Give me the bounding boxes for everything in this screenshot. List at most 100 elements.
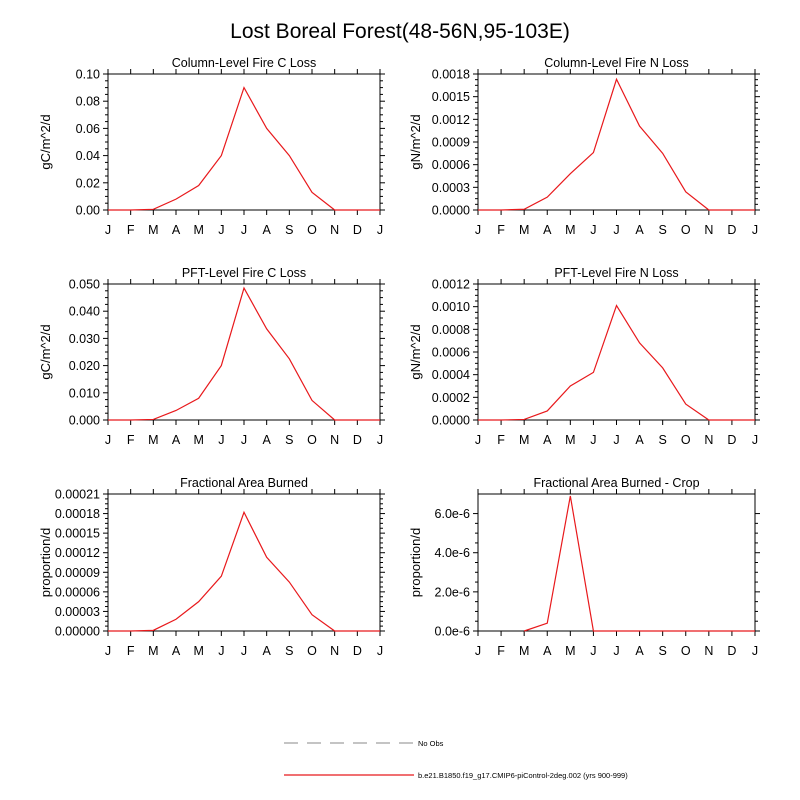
x-tick-label: O — [307, 223, 317, 237]
y-axis-label: gN/m^2/d — [408, 114, 423, 169]
x-tick-label: J — [105, 644, 111, 658]
y-tick-label: 0.020 — [69, 359, 100, 373]
panel-title: Column-Level Fire C Loss — [172, 56, 317, 70]
x-tick-label: J — [475, 644, 481, 658]
x-tick-label: M — [565, 644, 575, 658]
x-tick-label: D — [353, 223, 362, 237]
x-tick-label: N — [704, 433, 713, 447]
panel-title: PFT-Level Fire C Loss — [182, 266, 306, 280]
x-tick-label: S — [285, 644, 293, 658]
y-tick-label: 0.04 — [76, 149, 100, 163]
panel-title: Fractional Area Burned - Crop — [533, 476, 699, 490]
x-tick-label: N — [704, 644, 713, 658]
panel-title: PFT-Level Fire N Loss — [554, 266, 678, 280]
y-axis-label: gC/m^2/d — [38, 324, 53, 379]
x-tick-label: O — [307, 644, 317, 658]
x-tick-label: A — [635, 644, 644, 658]
y-tick-label: 0.000 — [69, 414, 100, 428]
x-tick-label: F — [497, 223, 505, 237]
x-tick-label: A — [635, 223, 644, 237]
x-tick-label: S — [285, 223, 293, 237]
x-tick-label: F — [127, 644, 135, 658]
x-tick-label: F — [127, 223, 135, 237]
x-tick-label: J — [752, 433, 758, 447]
x-tick-label: M — [193, 223, 203, 237]
figure-title: Lost Boreal Forest(48-56N,95-103E) — [230, 20, 570, 43]
x-tick-label: D — [353, 433, 362, 447]
y-axis-label: gC/m^2/d — [38, 114, 53, 169]
x-tick-label: D — [353, 644, 362, 658]
x-tick-label: J — [590, 644, 596, 658]
y-tick-label: 0.0009 — [432, 136, 470, 150]
y-tick-label: 0.050 — [69, 278, 100, 292]
y-tick-label: 0.10 — [76, 68, 100, 82]
y-tick-label: 0.06 — [76, 122, 100, 136]
x-tick-label: J — [218, 433, 224, 447]
x-tick-label: O — [307, 433, 317, 447]
x-tick-label: M — [193, 433, 203, 447]
x-tick-label: N — [330, 223, 339, 237]
plot-frame — [477, 73, 756, 211]
x-tick-label: S — [658, 223, 666, 237]
y-tick-label: 0.00021 — [55, 488, 100, 502]
x-tick-label: J — [105, 433, 111, 447]
y-tick-label: 0.00015 — [55, 527, 100, 541]
x-tick-label: N — [330, 433, 339, 447]
x-tick-label: A — [262, 433, 271, 447]
chart-panel: Fractional Area Burnedproportion/d0.0000… — [38, 476, 385, 658]
panel-title: Column-Level Fire N Loss — [544, 56, 689, 70]
y-tick-label: 0.0006 — [432, 346, 470, 360]
series-line — [108, 510, 380, 632]
legend-label: b.e21.B1850.f19_g17.CMIP6-piControl-2deg… — [418, 771, 628, 780]
x-tick-label: J — [218, 644, 224, 658]
x-tick-label: A — [635, 433, 644, 447]
x-tick-label: A — [543, 223, 552, 237]
x-tick-label: J — [377, 223, 383, 237]
x-tick-label: J — [218, 223, 224, 237]
y-tick-label: 0.0012 — [432, 113, 470, 127]
y-axis-label: gN/m^2/d — [408, 324, 423, 379]
y-tick-label: 0.0003 — [432, 181, 470, 195]
x-tick-label: J — [613, 223, 619, 237]
y-tick-label: 0.00 — [76, 204, 100, 218]
x-tick-label: M — [565, 433, 575, 447]
y-tick-label: 0.0008 — [432, 323, 470, 337]
series-line — [478, 77, 755, 211]
x-tick-label: A — [172, 433, 181, 447]
x-tick-label: J — [105, 223, 111, 237]
y-tick-label: 0.02 — [76, 176, 100, 190]
x-tick-label: N — [704, 223, 713, 237]
x-tick-label: J — [241, 433, 247, 447]
x-tick-label: J — [377, 433, 383, 447]
y-tick-label: 0.0018 — [432, 68, 470, 82]
x-tick-label: M — [148, 223, 158, 237]
y-tick-label: 0.0015 — [432, 90, 470, 104]
series-line — [523, 495, 755, 632]
y-tick-label: 0.030 — [69, 332, 100, 346]
x-tick-label: O — [681, 433, 691, 447]
y-tick-label: 0.040 — [69, 305, 100, 319]
series-line — [108, 86, 380, 211]
x-tick-label: M — [148, 433, 158, 447]
y-tick-label: 0.00006 — [55, 585, 100, 599]
x-tick-label: A — [543, 644, 552, 658]
x-tick-label: M — [565, 223, 575, 237]
y-tick-label: 0.0000 — [432, 414, 470, 428]
y-tick-label: 0.0010 — [432, 300, 470, 314]
y-tick-label: 0.00003 — [55, 605, 100, 619]
chart-panel: PFT-Level Fire N Loss gN/m^2/d 0.0000 0.000… — [408, 266, 760, 447]
y-tick-label: 0.00012 — [55, 546, 100, 560]
legend-label: No Obs — [418, 739, 444, 748]
chart-panels: Column-Level Fire C Loss gC/m^2/d 0.00 0.02… — [38, 56, 760, 658]
y-tick-label: 0.0006 — [432, 158, 470, 172]
y-tick-label: 0.00018 — [55, 507, 100, 521]
x-tick-label: J — [613, 644, 619, 658]
legend: No Obs b.e21.B1850.f19_g17.CMIP6-piContro… — [284, 739, 628, 780]
x-tick-label: F — [497, 644, 505, 658]
x-tick-label: D — [727, 644, 736, 658]
x-tick-label: M — [193, 644, 203, 658]
x-tick-label: J — [241, 644, 247, 658]
x-tick-label: D — [727, 433, 736, 447]
plot-frame — [107, 283, 381, 421]
x-tick-label: F — [127, 433, 135, 447]
